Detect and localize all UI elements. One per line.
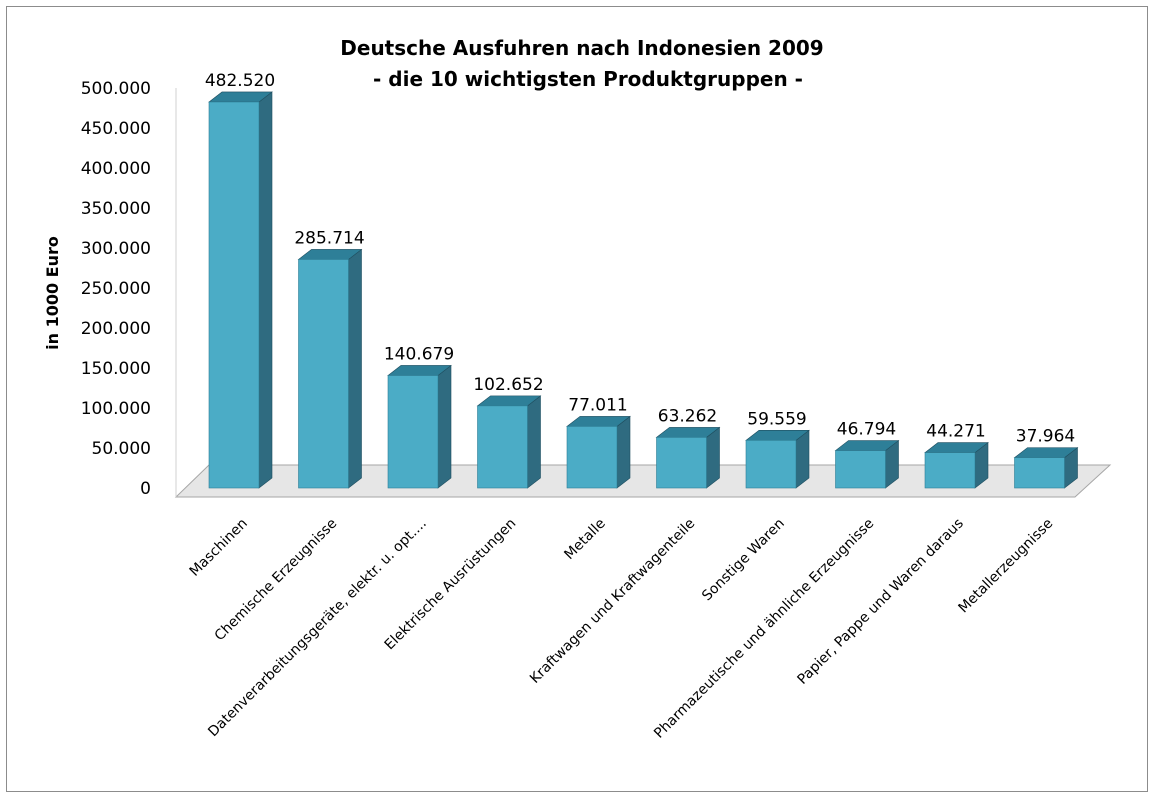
bar-front	[208, 101, 260, 489]
x-tick-label-1: Maschinen	[187, 516, 251, 580]
y-tick-label: 50.000	[92, 439, 151, 459]
bar-front	[387, 375, 439, 489]
y-tick-label: 350.000	[81, 199, 151, 219]
bar-2	[297, 248, 363, 489]
x-tick-label-9: Papier, Pappe und Waren daraus	[795, 516, 967, 688]
bar-6	[655, 426, 721, 489]
bar-8	[834, 439, 900, 489]
chart-frame	[6, 6, 1148, 792]
y-tick-label: 500.000	[81, 79, 151, 99]
bar-front	[298, 259, 349, 489]
y-tick-label: 250.000	[81, 279, 151, 299]
y-axis-label: in 1000 Euro	[43, 236, 62, 350]
bar-3	[387, 364, 452, 489]
chart-title-line-2: - die 10 wichtigsten Produktgruppen -	[373, 67, 803, 91]
bar-5	[566, 415, 631, 489]
bars	[208, 91, 1079, 489]
bar-front	[477, 405, 528, 489]
bar-side	[527, 395, 541, 489]
x-tick-label-7: Sonstige Waren	[699, 516, 788, 605]
y-tick-label: 400.000	[81, 159, 151, 179]
y-tick-label: 150.000	[81, 359, 151, 379]
bar-front	[566, 426, 618, 489]
bar-front	[1014, 457, 1065, 489]
y-tick-label: 0	[140, 479, 151, 499]
bar-4	[476, 395, 542, 489]
bar-10	[1013, 447, 1079, 489]
bar-side	[616, 415, 631, 489]
data-label-2: 285.714	[294, 228, 364, 248]
bar-side	[258, 91, 273, 489]
bar-side	[437, 364, 452, 489]
data-label-9: 44.271	[926, 422, 985, 442]
y-tick-label: 200.000	[81, 319, 151, 339]
data-label-8: 46.794	[837, 420, 896, 440]
y-axis-ticks: 0 50.000 100.000 150.000 200.000 250.000 300.0…	[81, 79, 151, 499]
x-tick-label-6: Kraftwagen und Kraftwagenteile	[527, 516, 698, 687]
data-label-6: 63.262	[658, 406, 717, 426]
bar-side	[348, 248, 362, 489]
bar-front	[924, 452, 976, 489]
y-tick-label: 300.000	[81, 239, 151, 259]
data-label-10: 37.964	[1016, 427, 1075, 447]
x-tick-label-5: Metalle	[561, 516, 608, 563]
bar-1	[208, 91, 273, 489]
data-label-7: 59.559	[747, 409, 806, 429]
bar-side	[706, 426, 720, 489]
bar-9	[924, 441, 989, 489]
data-label-4: 102.652	[473, 375, 543, 395]
data-label-1: 482.520	[205, 71, 275, 91]
bar-7	[745, 429, 810, 489]
bar-front	[835, 450, 886, 489]
data-label-5: 77.011	[568, 395, 627, 415]
y-tick-label: 450.000	[81, 119, 151, 139]
bar-front	[745, 440, 797, 489]
data-label-3: 140.679	[384, 344, 454, 364]
data-labels: 482.520 285.714 140.679 102.652 77.011 63.262…	[205, 71, 1075, 447]
bar-front	[656, 437, 707, 489]
chart-title-line-1: Deutsche Ausfuhren nach Indonesien 2009	[340, 36, 823, 60]
x-tick-label-10: Metallerzeugnisse	[955, 516, 1056, 617]
y-tick-label: 100.000	[81, 399, 151, 419]
